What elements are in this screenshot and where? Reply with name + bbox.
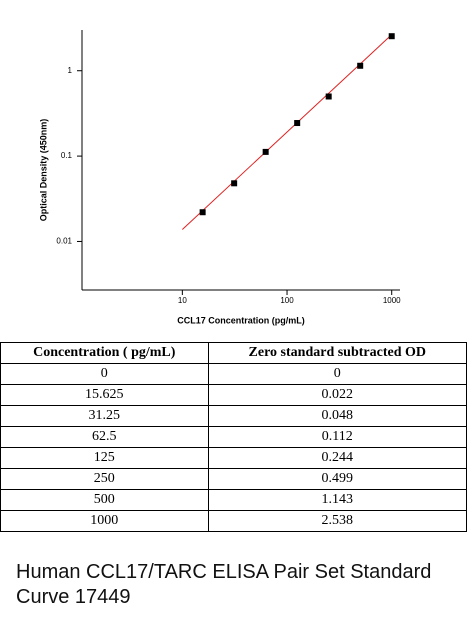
table-row: 250 0.499: [0, 468, 468, 490]
y-tick-label: 0.01: [56, 237, 72, 246]
table-cell: 1000: [0, 510, 209, 532]
header-cell: Concentration ( pg/mL): [0, 342, 209, 364]
table-cell: 0: [207, 363, 468, 385]
table-cell: 15.625: [0, 384, 209, 406]
point: [357, 62, 364, 69]
header-row: Concentration ( pg/mL) Zero standard subt…: [0, 342, 468, 364]
table-row: 62.5 0.112: [0, 426, 468, 448]
point: [199, 209, 206, 216]
x-tick-label: 100: [280, 296, 294, 305]
table-cell: 0.022: [207, 384, 468, 406]
table-cell: 125: [0, 447, 209, 469]
table-cell: 62.5: [0, 426, 209, 448]
y-tick-label: 1: [68, 66, 73, 75]
y-axis-title: Optical Density (450nm): [38, 119, 48, 222]
chart: CCL17 Concentration (pg/mL) Optical Dens…: [38, 30, 401, 325]
table-body: 0 0 15.625 0.022 31.25 0.048 62.5 0.112 125 0.244…: [0, 363, 468, 532]
x-tick-label: 10: [178, 296, 187, 305]
table-row: 15.625 0.022: [0, 384, 468, 406]
table-cell: 250: [0, 468, 209, 490]
table-cell: 0: [0, 363, 209, 385]
y-tick-label: 0.1: [61, 151, 73, 160]
caption: Human CCL17/TARC ELISA Pair Set Standard…: [16, 561, 432, 608]
table-cell: 0.112: [207, 426, 468, 448]
table-cell: 0.244: [207, 447, 468, 469]
point: [231, 180, 238, 187]
point: [262, 148, 269, 155]
table-row: 1000 2.538: [0, 510, 468, 532]
x-tick-label: 1000: [383, 296, 401, 305]
table-cell: 1.143: [207, 489, 468, 511]
point: [388, 33, 395, 40]
x-axis-title: CCL17 Concentration (pg/mL): [177, 315, 305, 325]
point: [294, 120, 301, 127]
table-row: 125 0.244: [0, 447, 468, 469]
point: [325, 93, 332, 100]
table-cell: 31.25: [0, 405, 209, 427]
table-row: 500 1.143: [0, 489, 468, 511]
table-row: 31.25 0.048: [0, 405, 468, 427]
table-cell: 2.538: [207, 510, 468, 532]
table-cell: 0.499: [207, 468, 468, 490]
fit-line: [182, 34, 393, 230]
table-cell: 0.048: [207, 405, 468, 427]
header-cell: Zero standard subtracted OD: [207, 342, 468, 364]
table-cell: 500: [0, 489, 209, 511]
data-table: Concentration ( pg/mL) Zero standard subt…: [0, 342, 468, 532]
